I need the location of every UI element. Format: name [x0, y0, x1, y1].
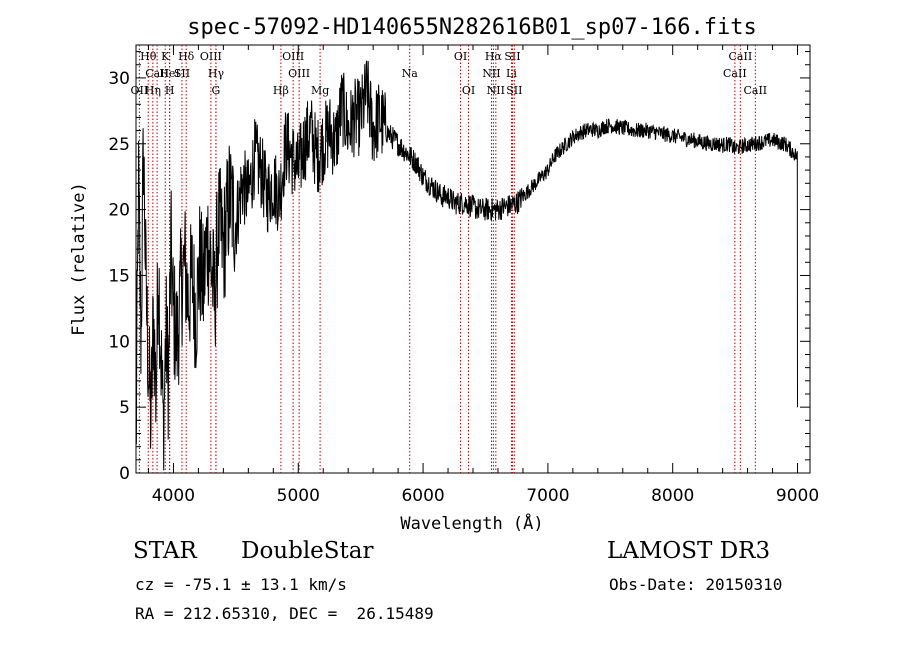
line-label: OI: [462, 84, 475, 97]
line-label: NII: [487, 84, 505, 97]
y-axis-label: Flux (relative): [69, 182, 89, 336]
y-tick-label: 5: [119, 398, 130, 418]
line-label: K: [161, 50, 170, 63]
line-label: CaII: [729, 50, 753, 63]
y-tick-label: 0: [119, 464, 130, 484]
spectral-line-markers: OIIHθHηCaIIKHeIHHδSIIOIIIHγGOIIIHβOIIIMg…: [131, 45, 767, 473]
x-tick-label: 5000: [277, 486, 320, 506]
y-tick-label: 10: [108, 332, 130, 352]
line-label: OIII: [200, 50, 222, 63]
coordinates-text: RA = 212.65310, DEC = 26.15489: [135, 604, 434, 623]
line-label: Hβ: [273, 84, 289, 97]
line-label: Hδ: [178, 50, 195, 63]
survey-name: LAMOST DR3: [607, 538, 771, 564]
plot-frame: [135, 44, 811, 474]
x-tick-label: 6000: [401, 486, 444, 506]
object-class: STAR: [133, 538, 197, 564]
line-label: OII: [131, 84, 149, 97]
x-tick-label: 7000: [526, 486, 569, 506]
x-axis-label: Wavelength (Å): [400, 512, 543, 534]
redshift-text: cz = -75.1 ± 13.1 km/s: [135, 575, 347, 594]
line-label: Hη: [145, 84, 161, 97]
y-tick-label: 30: [108, 69, 130, 89]
line-label: OI: [454, 50, 467, 63]
obs-date-text: Obs-Date: 20150310: [609, 575, 783, 594]
x-tick-label: 8000: [651, 486, 694, 506]
spectrum-line: [135, 60, 798, 471]
line-label: OIII: [282, 50, 304, 63]
x-tick-label: 9000: [776, 486, 819, 506]
line-label: CaII: [145, 67, 169, 80]
object-subclass: DoubleStar: [241, 538, 374, 564]
y-tick-label: 20: [108, 201, 130, 221]
line-label: Mg: [311, 84, 329, 97]
line-label: Hα: [485, 50, 503, 63]
line-label: SII: [504, 50, 520, 63]
line-label: SII: [506, 84, 522, 97]
chart-title: spec-57092-HD140655N282616B01_sp07-166.f…: [187, 15, 757, 40]
line-label: Na: [402, 67, 419, 80]
x-tick-label: 4000: [152, 486, 195, 506]
line-label: H: [165, 84, 175, 97]
line-label: SII: [174, 67, 190, 80]
line-label: Hθ: [140, 50, 157, 63]
line-label: CaII: [743, 84, 767, 97]
line-label: CaII: [723, 67, 747, 80]
line-label: G: [211, 84, 220, 97]
line-label: OIII: [288, 67, 310, 80]
line-label: NII: [482, 67, 500, 80]
line-label: Li: [506, 67, 517, 80]
y-tick-label: 15: [108, 266, 130, 286]
y-tick-label: 25: [108, 135, 130, 155]
